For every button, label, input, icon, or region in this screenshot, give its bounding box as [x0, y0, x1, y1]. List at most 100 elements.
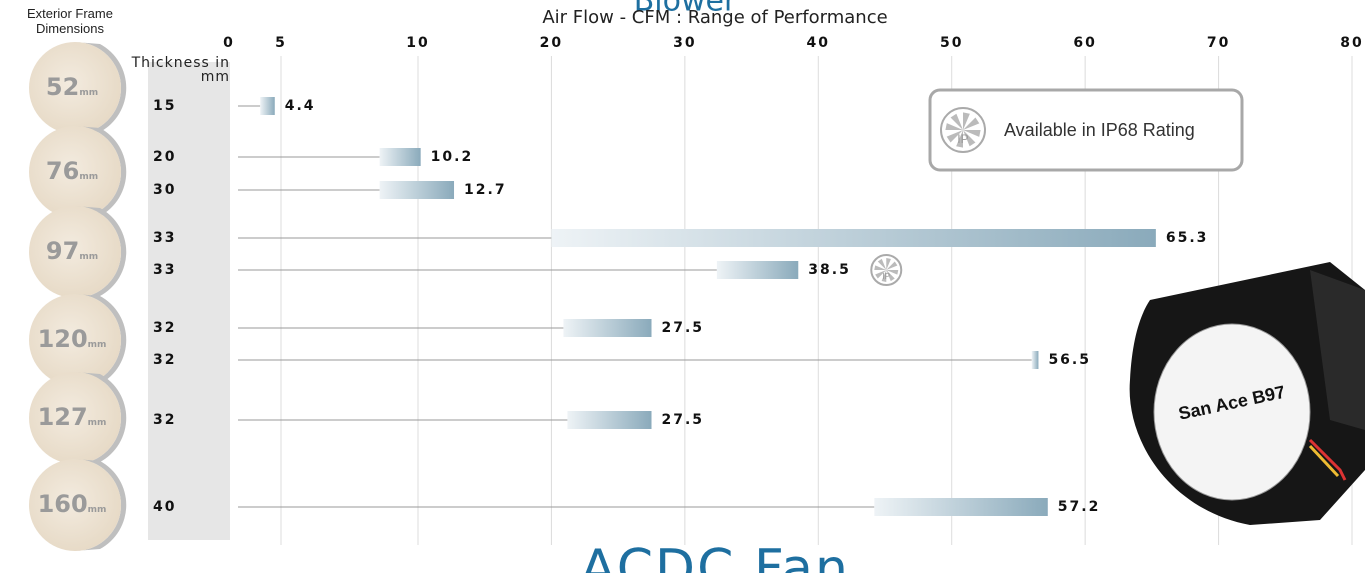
ip-icon-blade	[881, 270, 887, 282]
ip-icon-blade	[874, 265, 887, 270]
value-label: 65.3	[1166, 230, 1209, 246]
x-tick-label: 50	[940, 35, 963, 51]
size-label: 120mm	[38, 325, 107, 353]
thickness-label: 32	[153, 352, 176, 368]
bar	[874, 498, 1048, 516]
value-label: 38.5	[808, 262, 851, 278]
bar	[1031, 351, 1039, 369]
thickness-header-box: Thickness in mm	[131, 56, 230, 85]
frame-header: Exterior Frame Dimensions	[27, 6, 113, 36]
ip-icon-text: IP	[957, 132, 968, 146]
bar	[379, 181, 455, 199]
thickness-label: 20	[153, 149, 176, 165]
size-circle	[29, 206, 121, 298]
ip-icon-text: IP	[882, 272, 890, 281]
fan-wire	[1308, 444, 1340, 478]
bar	[551, 229, 1156, 247]
size-label: 97mm	[46, 237, 98, 265]
banner: Blower	[634, 0, 737, 19]
ip-icon-blade	[963, 130, 981, 137]
value-label: 10.2	[431, 149, 474, 165]
size-value: 160	[38, 490, 88, 518]
x-tick-label: 5	[275, 35, 287, 51]
value-label: 56.5	[1048, 352, 1091, 368]
frame-header-box: Exterior Frame Dimensions	[27, 6, 113, 36]
ip-icon: IP	[940, 107, 986, 153]
size-unit: mm	[88, 340, 107, 350]
ip-icon-blade	[875, 270, 887, 279]
ip-icon-blade	[950, 113, 963, 130]
x-tick-label: 10	[406, 35, 429, 51]
thickness-panel	[148, 62, 230, 540]
ip-badge-text: Available in IP68 Rating	[1004, 120, 1195, 140]
size-unit: mm	[79, 252, 98, 262]
size-circle	[29, 372, 121, 464]
thickness-label: 15	[153, 98, 176, 114]
size-circle	[29, 126, 121, 218]
bar	[260, 97, 275, 115]
ip-icon-blade	[956, 130, 963, 148]
size-circle	[29, 42, 121, 134]
thickness-label: 32	[153, 412, 176, 428]
value-label: 27.5	[662, 320, 705, 336]
x-tick-label: 30	[673, 35, 696, 51]
bars: 15 4.4 20 10.2 30 12.7 33 65.3 33 38.5 IP 32 27.5 32 5…	[153, 97, 1209, 516]
size-unit: mm	[79, 172, 98, 182]
value-label: 4.4	[285, 98, 316, 114]
size-value: 97	[46, 237, 79, 265]
ip-icon-blade	[963, 112, 970, 130]
ip-icon-blade	[945, 123, 963, 130]
ip-icon-blade	[963, 130, 976, 147]
size-unit: mm	[88, 418, 107, 428]
size-value: 120	[38, 325, 88, 353]
ip-icon-blade	[886, 261, 898, 270]
value-label: 27.5	[662, 412, 705, 428]
size-label: 127mm	[38, 403, 107, 431]
value-label: 12.7	[464, 182, 507, 198]
size-unit: mm	[79, 88, 98, 98]
thickness-label: 30	[153, 182, 176, 198]
footer: ACDC Fan	[580, 539, 850, 573]
size-label: 52mm	[46, 73, 98, 101]
ip-icon-blade	[877, 258, 887, 270]
x-tick-label: 0	[223, 35, 235, 51]
fan-outlet	[1310, 270, 1365, 430]
bar	[563, 319, 652, 337]
bar	[567, 411, 652, 429]
thickness-label: 40	[153, 499, 176, 515]
ip-icon-blade	[886, 270, 895, 282]
x-tick-label: 80	[1340, 35, 1363, 51]
bar	[379, 148, 421, 166]
size-value: 52	[46, 73, 79, 101]
ip-row-icon: IP	[870, 254, 903, 286]
size-value: 127	[38, 403, 88, 431]
thickness-label: 33	[153, 262, 176, 278]
ip-icon-blade	[946, 130, 963, 143]
thickness-header: Thickness in mm	[131, 56, 230, 85]
size-circle	[29, 459, 121, 551]
size-unit: mm	[88, 505, 107, 515]
bar	[716, 261, 799, 279]
ip-icon-blade	[886, 270, 899, 275]
thickness-label: 33	[153, 230, 176, 246]
x-tick-label: 40	[807, 35, 830, 51]
x-tick-label: 70	[1207, 35, 1230, 51]
value-label: 57.2	[1058, 499, 1101, 515]
fan-image: San Ace B97	[1129, 262, 1365, 525]
size-circle	[29, 294, 121, 386]
fan-wire	[1308, 438, 1347, 481]
size-value: 76	[46, 157, 79, 185]
size-label: 76mm	[46, 157, 98, 185]
size-label: 160mm	[38, 490, 107, 518]
ip-icon-blade	[963, 117, 980, 130]
thickness-label: 32	[153, 320, 176, 336]
chart-title: Air Flow - CFM : Range of Performance	[542, 7, 887, 28]
x-tick-label: 60	[1073, 35, 1096, 51]
fan-sticker	[1153, 323, 1311, 501]
ip-badge: IP Available in IP68 Rating	[928, 88, 1244, 172]
x-tick-label: 20	[540, 35, 563, 51]
ip-badge-frame	[928, 88, 1244, 172]
